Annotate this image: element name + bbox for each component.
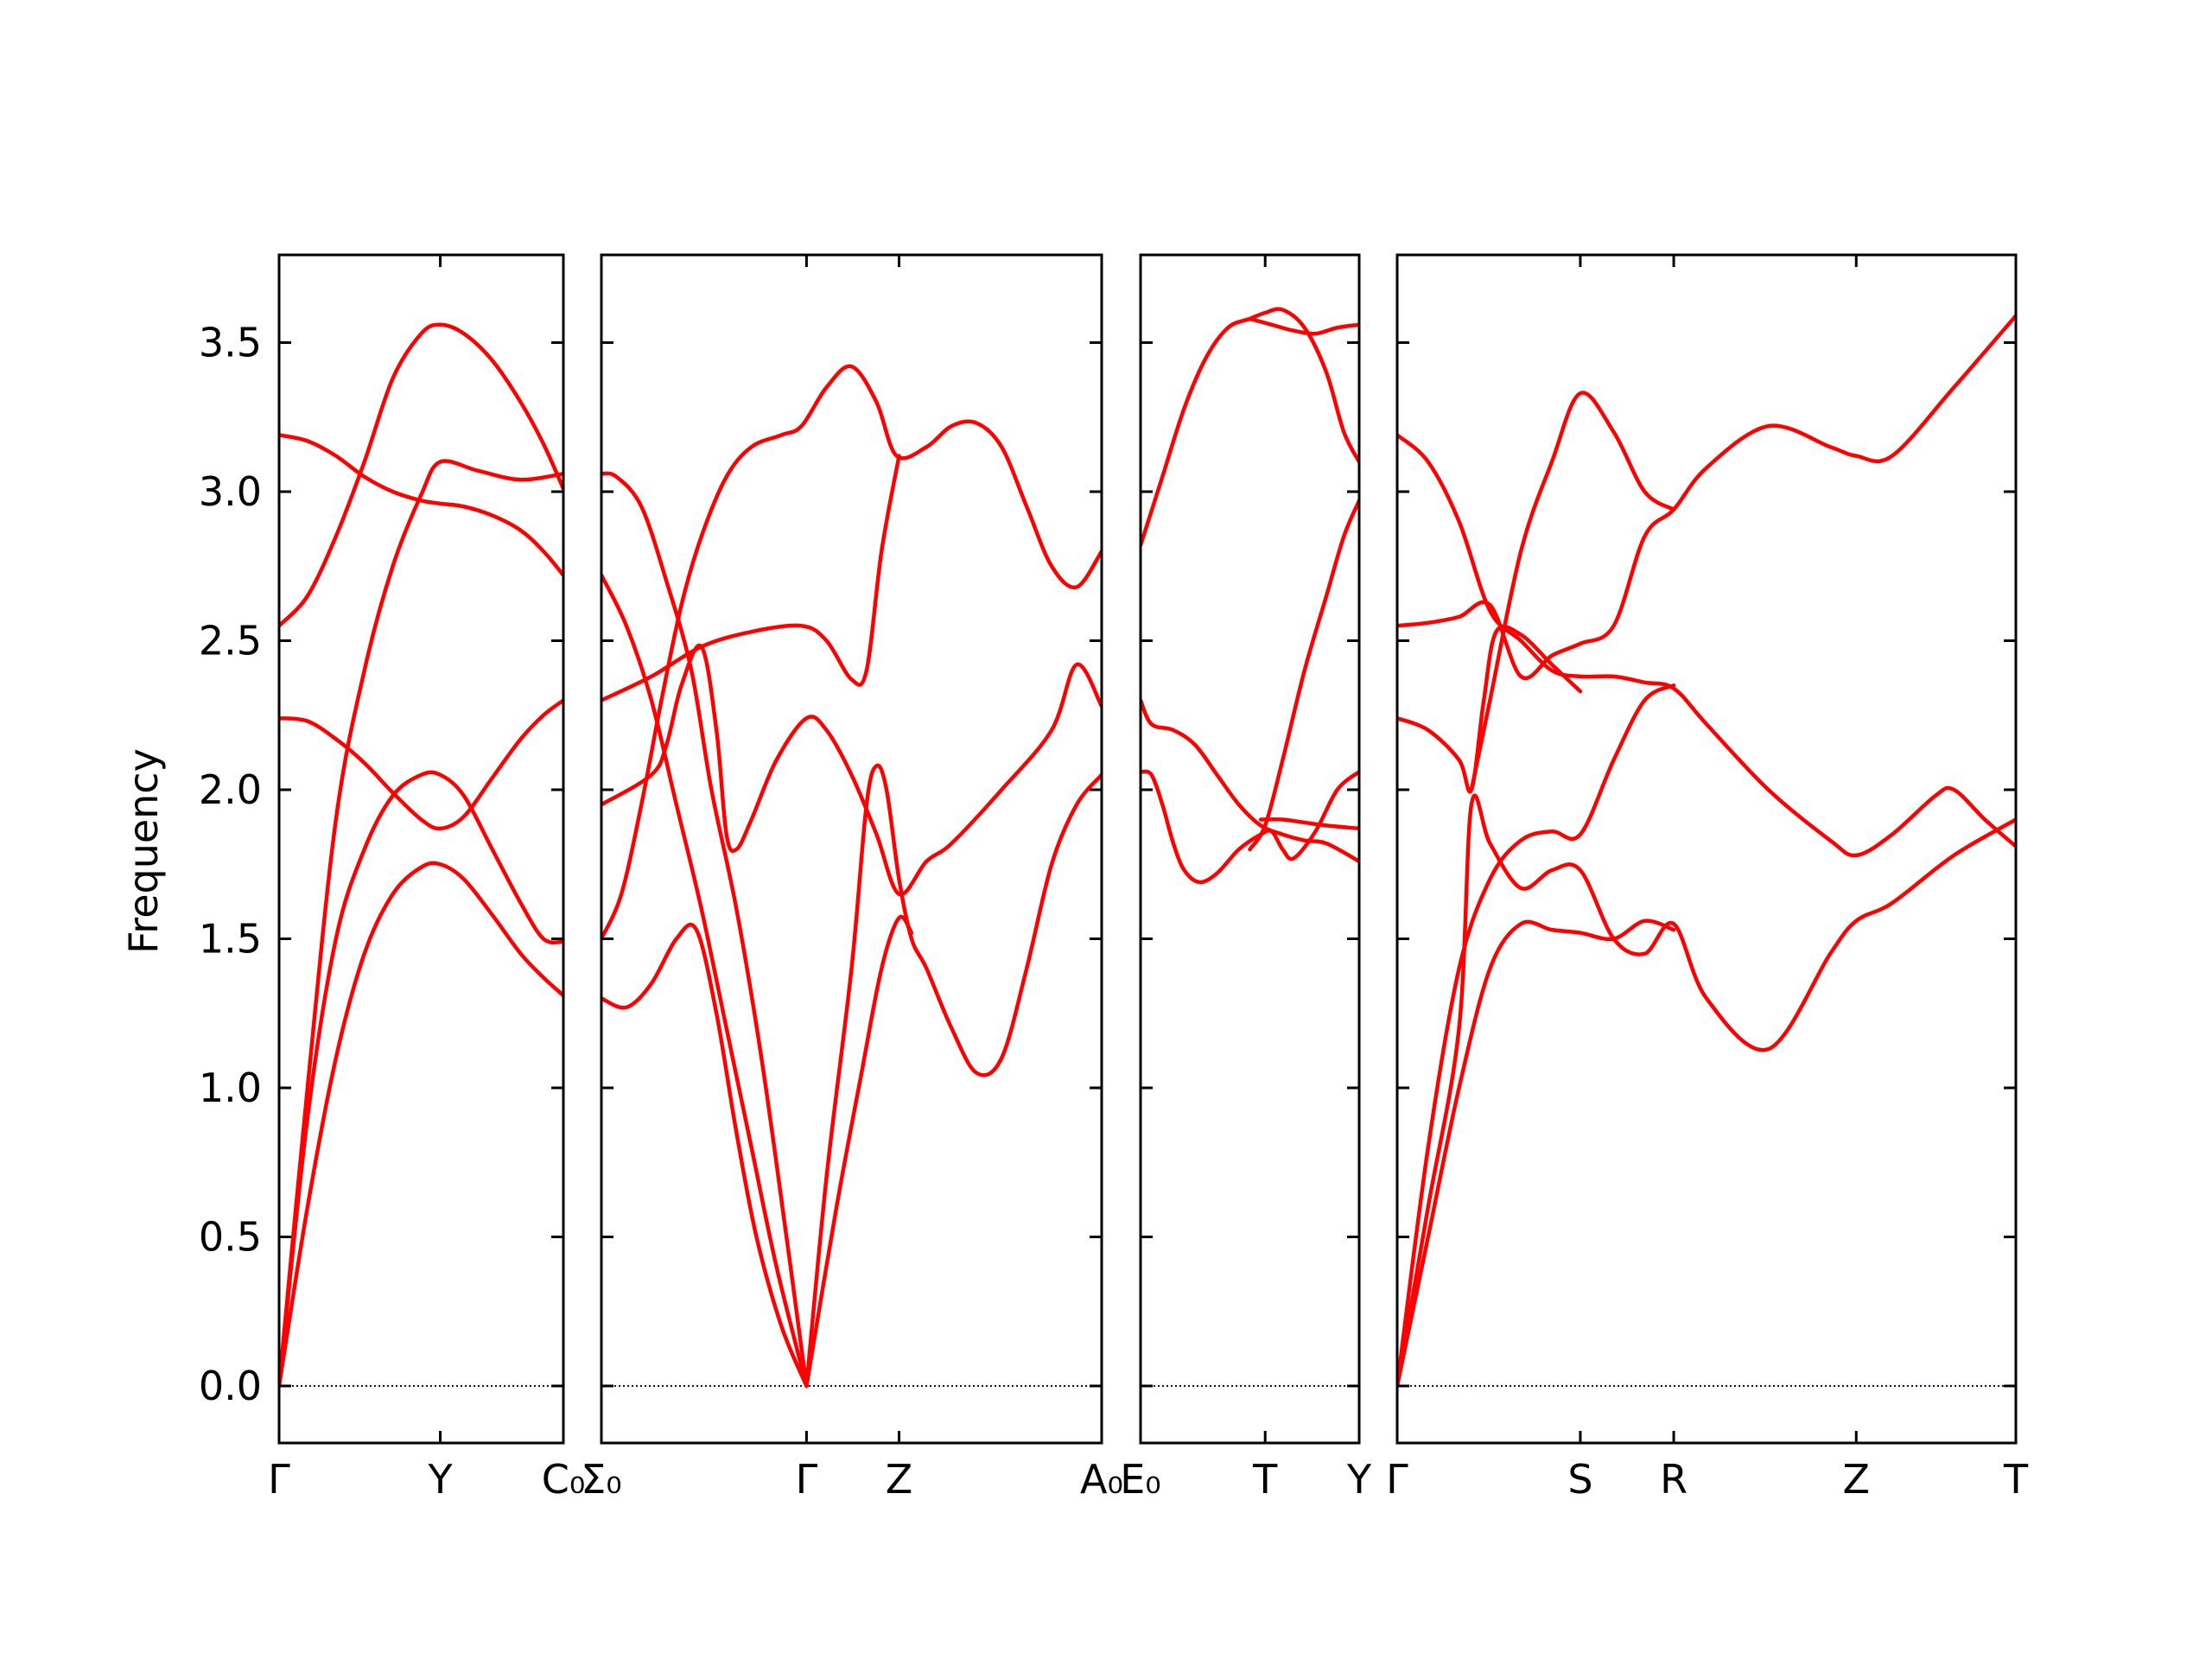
- x-tick-label: Σ₀: [581, 1456, 622, 1503]
- x-tick-label: Y: [1346, 1456, 1372, 1503]
- panel-2: Σ₀ Γ Z A₀: [581, 255, 1123, 1503]
- band-line: [601, 645, 1102, 894]
- band-line: [1261, 819, 1359, 829]
- y-axis: 0.0 0.5 1.0 1.5 2.0 2.5 3.0 3.5: [199, 320, 262, 1410]
- x-tick-label: T: [2003, 1456, 2029, 1503]
- panel-frame: [1397, 255, 2016, 1443]
- bands: [279, 325, 563, 1386]
- x-tick-label: Γ: [796, 1456, 818, 1503]
- x-tick-label: T: [1252, 1456, 1278, 1503]
- x-tick-label: S: [1567, 1456, 1592, 1503]
- x-tick-label: Z: [1843, 1456, 1871, 1503]
- x-tick-label: Γ: [268, 1456, 290, 1503]
- band-line: [279, 325, 563, 626]
- y-tick-label: 2.0: [199, 766, 262, 813]
- x-tick-label: A₀: [1080, 1456, 1123, 1503]
- band-line: [279, 435, 563, 575]
- panel-1: Γ Y C₀: [268, 255, 585, 1503]
- band-line: [1397, 685, 1674, 1386]
- band-line: [1397, 796, 2016, 1386]
- y-tick-label: 0.0: [199, 1363, 262, 1409]
- x-tick-label: C₀: [542, 1456, 586, 1503]
- y-tick-label: 3.0: [199, 468, 262, 515]
- band-line: [1471, 392, 1674, 790]
- y-tick-label: 1.5: [199, 916, 262, 963]
- band-line: [1250, 500, 1360, 849]
- x-tick-label: R: [1660, 1456, 1688, 1503]
- band-line: [279, 701, 563, 829]
- bands: [1397, 315, 2016, 1386]
- bands: [601, 366, 1102, 1386]
- y-tick-label: 3.5: [199, 320, 262, 366]
- band-line: [601, 456, 899, 701]
- band-line: [601, 474, 806, 1386]
- x-tick-label: Y: [427, 1456, 453, 1503]
- y-tick-label: 0.5: [199, 1214, 262, 1261]
- x-tick-label: E₀: [1120, 1456, 1161, 1503]
- band-line: [806, 766, 1102, 1386]
- band-line: [1397, 315, 2016, 678]
- band-line: [601, 366, 1102, 939]
- y-axis-label: Frequency: [120, 748, 167, 954]
- y-tick-label: 2.5: [199, 618, 262, 664]
- panel-frame: [279, 255, 563, 1443]
- x-tick-label: Z: [886, 1456, 913, 1503]
- band-line: [279, 772, 563, 1386]
- band-line: [806, 917, 912, 1386]
- panel-frame: [601, 255, 1102, 1443]
- panel-3: E₀ T Y: [1120, 255, 1372, 1503]
- band-line: [601, 575, 806, 1386]
- band-line: [1141, 309, 1359, 545]
- y-tick-label: 1.0: [199, 1065, 262, 1111]
- x-tick-label: Γ: [1386, 1456, 1408, 1503]
- band-line: [279, 461, 563, 1386]
- bands: [1141, 309, 1359, 882]
